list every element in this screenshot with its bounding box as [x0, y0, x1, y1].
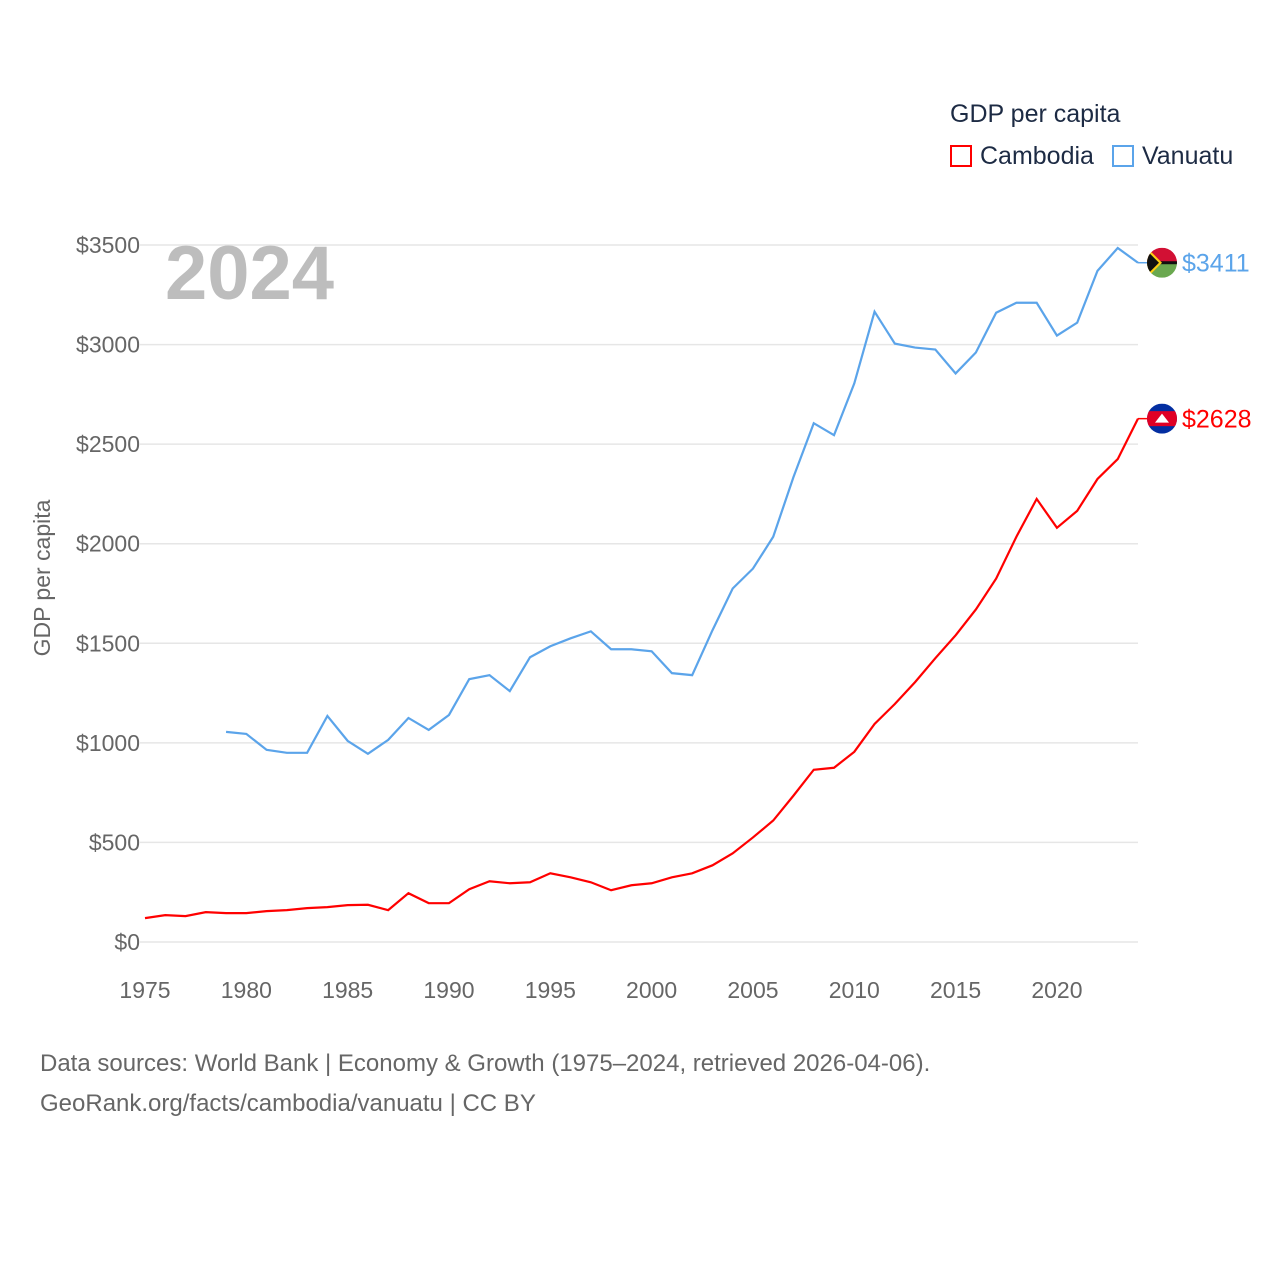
footer: Data sources: World Bank | Economy & Gro… — [40, 1044, 930, 1124]
x-tick-label: 2010 — [829, 977, 880, 1003]
x-tick-label: 1980 — [221, 977, 272, 1003]
source-link[interactable]: GeoRank.org/facts/cambodia/vanuatu | CC … — [40, 1090, 536, 1117]
x-tick-label: 1985 — [322, 977, 373, 1003]
y-tick-label: $1000 — [76, 730, 140, 756]
series-line-vanuatu — [225, 246, 1139, 756]
y-tick-label: $1500 — [76, 630, 140, 656]
x-tick-label: 2015 — [930, 977, 981, 1003]
legend-label: Vanuatu — [1141, 142, 1234, 170]
legend-label: Cambodia — [980, 142, 1094, 170]
legend: Cambodia Vanuatu — [950, 142, 1233, 171]
y-tick-label: $0 — [114, 929, 140, 955]
y-tick-label: $2500 — [76, 431, 140, 457]
legend-title: GDP per capita — [950, 100, 1121, 128]
y-tick-label: $500 — [89, 829, 140, 855]
cambodia-flag-icon — [1147, 403, 1177, 434]
x-tick-label: 2005 — [727, 977, 778, 1003]
x-tick-label: 2020 — [1031, 977, 1082, 1003]
x-tick-label: 1975 — [119, 977, 170, 1003]
y-tick-label: $3000 — [76, 332, 140, 358]
legend-swatch-cambodia — [950, 145, 972, 167]
year-label: 2024 — [165, 231, 335, 316]
x-tick-label: 1990 — [423, 977, 474, 1003]
data-sources: Data sources: World Bank | Economy & Gro… — [40, 1050, 931, 1077]
x-tick-label: 1995 — [525, 977, 576, 1003]
legend-item-vanuatu[interactable]: Vanuatu — [1111, 142, 1234, 171]
y-tick-label: $3500 — [76, 232, 140, 258]
end-value-label: $2628 — [1182, 406, 1252, 434]
y-tick-label: $2000 — [76, 531, 140, 557]
end-value-label: $3411 — [1182, 250, 1250, 278]
legend-item-cambodia[interactable]: Cambodia — [950, 142, 1094, 171]
y-axis-label: GDP per capita — [29, 499, 55, 656]
series-line-cambodia — [144, 418, 1139, 920]
vanuatu-flag-icon — [1147, 247, 1177, 278]
legend-swatch-vanuatu — [1111, 145, 1134, 167]
x-tick-label: 2000 — [626, 977, 677, 1003]
